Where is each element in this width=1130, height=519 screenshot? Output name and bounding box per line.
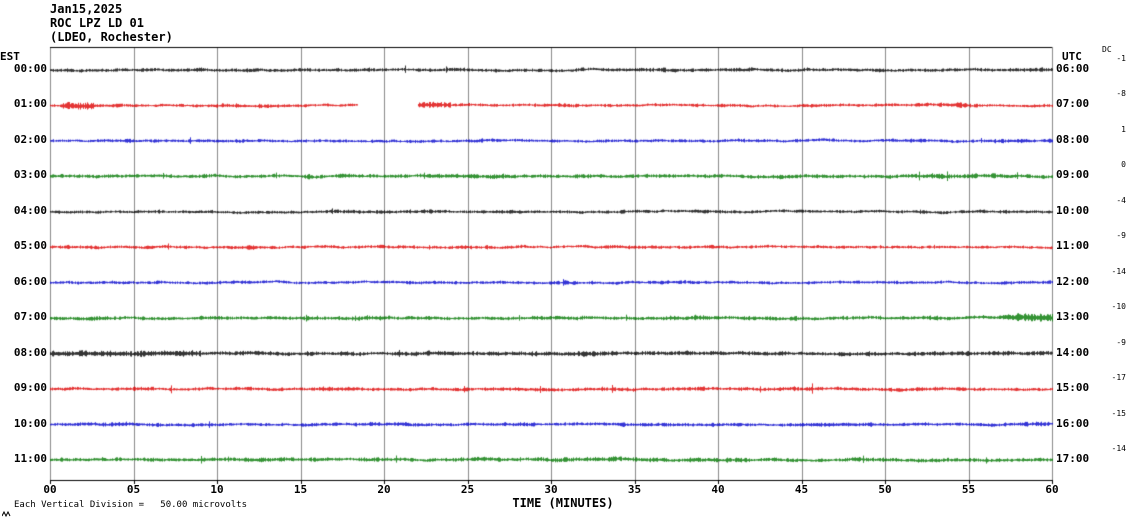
x-tick-label: 00: [43, 483, 57, 496]
dc-axis-label: DC: [1102, 45, 1112, 54]
dc-value: -14: [1111, 443, 1126, 453]
utc-time-label: 08:00: [1056, 132, 1090, 146]
est-time-label: 05:00: [13, 239, 47, 253]
utc-time-label: 15:00: [1056, 381, 1090, 395]
x-tick-label: 10: [210, 483, 224, 496]
dc-value: -15: [1111, 408, 1126, 418]
dc-value: -9: [1116, 337, 1126, 347]
x-tick-label: 40: [711, 483, 725, 496]
dc-value: -8: [1116, 89, 1126, 99]
dc-value: 1: [1121, 124, 1126, 134]
est-time-label: 01:00: [13, 97, 47, 111]
dc-value: -17: [1111, 373, 1126, 383]
utc-time-label: 12:00: [1056, 274, 1090, 288]
header-station: ROC LPZ LD 01: [50, 16, 144, 30]
header-location: (LDEO, Rochester): [50, 30, 173, 44]
est-time-label: 02:00: [13, 132, 47, 146]
dc-value: -1: [1116, 54, 1126, 63]
utc-time-label: 17:00: [1056, 451, 1090, 465]
est-time-label: 08:00: [13, 345, 47, 359]
utc-time-label: 10:00: [1056, 203, 1090, 217]
dc-value: -4: [1116, 195, 1126, 205]
dc-value: 0: [1121, 160, 1126, 170]
x-tick-label: 30: [544, 483, 558, 496]
est-time-label: 00:00: [13, 62, 47, 75]
dc-value: -14: [1111, 266, 1126, 276]
x-tick-label: 20: [377, 483, 391, 496]
est-time-label: 04:00: [13, 203, 47, 217]
dc-value: -10: [1111, 302, 1126, 312]
x-tick-label: 45: [794, 483, 809, 496]
est-time-label: 10:00: [13, 416, 47, 430]
utc-time-label: 07:00: [1056, 97, 1090, 111]
x-tick-label: 05: [126, 483, 141, 496]
utc-time-label: 13:00: [1056, 310, 1090, 324]
header-date: Jan15,2025: [50, 2, 123, 16]
utc-axis-label: UTC: [1062, 50, 1082, 63]
utc-time-label: 11:00: [1056, 239, 1090, 253]
est-axis-label: EST: [0, 50, 20, 63]
x-tick-label: 60: [1045, 483, 1059, 496]
x-tick-label: 55: [961, 483, 976, 496]
est-time-label: 03:00: [13, 168, 47, 182]
utc-time-label: 09:00: [1056, 168, 1090, 182]
scale-marker-icon: [1, 503, 12, 519]
x-tick-label: 25: [460, 483, 475, 496]
x-axis-title: TIME (MINUTES): [512, 496, 614, 510]
est-time-label: 06:00: [13, 274, 47, 288]
x-tick-label: 35: [627, 483, 642, 496]
scale-note: Each Vertical Division = 50.00 microvolt…: [14, 500, 247, 510]
x-tick-label: 15: [293, 483, 308, 496]
est-time-label: 09:00: [13, 381, 47, 395]
utc-time-label: 14:00: [1056, 345, 1090, 359]
est-time-label: 07:00: [13, 310, 47, 324]
dc-value: -9: [1116, 231, 1126, 241]
utc-time-label: 16:00: [1056, 416, 1090, 430]
x-tick-label: 50: [878, 483, 892, 496]
utc-time-label: 06:00: [1056, 62, 1090, 75]
est-time-label: 11:00: [13, 451, 47, 465]
